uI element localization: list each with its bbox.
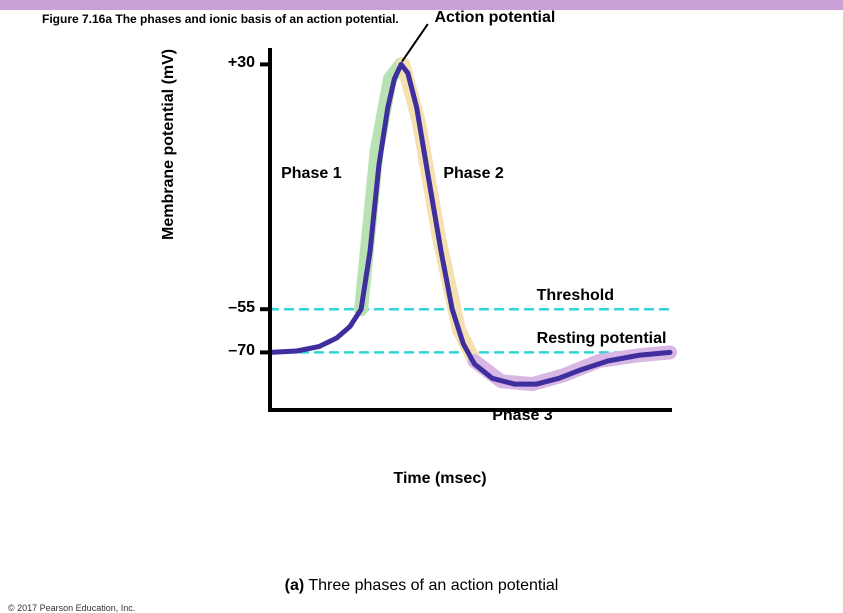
y-axis-label: Membrane potential (mV)	[160, 49, 178, 240]
phase1_lbl: Phase 1	[281, 165, 341, 183]
caption-prefix: (a)	[285, 577, 305, 594]
phase2-highlight	[403, 64, 474, 361]
y-tick-label: –55	[205, 299, 255, 317]
y-tick-label: +30	[205, 54, 255, 72]
ref-line-label: Resting potential	[537, 330, 667, 348]
y-tick-label: –70	[205, 342, 255, 360]
caption-text: Three phases of an action potential	[308, 577, 558, 594]
chart-svg	[180, 30, 700, 460]
phase3_lbl: Phase 3	[492, 407, 552, 425]
figure-title: Figure 7.16a The phases and ionic basis …	[0, 10, 843, 26]
figure-caption: (a) Three phases of an action potential	[0, 577, 843, 595]
ap_label: Action potential	[434, 9, 555, 27]
phase2_lbl: Phase 2	[443, 165, 503, 183]
header-bar	[0, 0, 843, 10]
action-potential-chart: Membrane potential (mV) Time (msec) +30–…	[180, 30, 700, 460]
ref-line-label: Threshold	[537, 287, 614, 305]
action-potential-pointer	[402, 24, 428, 61]
copyright-text: © 2017 Pearson Education, Inc.	[8, 603, 135, 613]
x-axis-label: Time (msec)	[393, 470, 486, 488]
